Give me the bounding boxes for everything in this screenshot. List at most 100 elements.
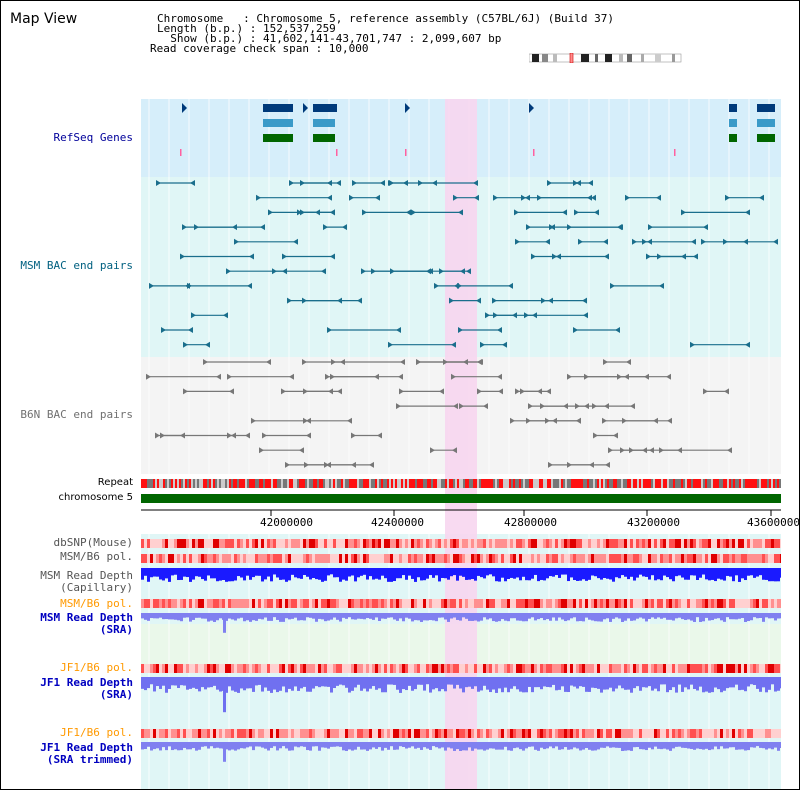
track-label-jf1-b6-pol-2[interactable]: JF1/B6 pol. — [60, 726, 133, 739]
pol-heat-cell — [684, 599, 687, 608]
pol-heat-cell — [732, 729, 735, 738]
chromosome-info: Chromosome : Chromosome 5, reference ass… — [157, 12, 614, 25]
pol-heat-cell — [306, 554, 309, 563]
read-depth-bar — [741, 568, 744, 579]
read-depth-bar — [306, 568, 309, 577]
chromosome-ideogram[interactable] — [529, 53, 683, 63]
track-label-repeat[interactable]: Repeat — [97, 477, 133, 488]
repeat-segment — [685, 479, 687, 488]
axis-tick-label: 43600000 — [747, 516, 800, 529]
pol-heat-cell — [147, 729, 150, 738]
pol-heat-cell — [237, 554, 240, 563]
read-depth-bar — [255, 677, 258, 686]
pol-heat-cell — [654, 599, 657, 608]
read-depth-bar — [663, 677, 666, 685]
read-depth-bar — [336, 677, 339, 686]
bac-end-marker — [458, 209, 463, 216]
repeat-segment — [149, 479, 151, 488]
track-label-msm-bac[interactable]: MSM BAC end pairs — [20, 259, 133, 272]
pol-heat-cell — [270, 554, 273, 563]
pol-heat-cell — [351, 554, 354, 563]
bac-end-marker — [161, 327, 166, 333]
repeat-segment — [489, 479, 491, 488]
pol-heat-cell — [714, 554, 717, 563]
repeat-segment — [721, 479, 723, 488]
pol-heat-cell — [459, 664, 462, 673]
read-depth-bar — [342, 677, 345, 686]
track-label-msm-read-depth-cap[interactable]: MSM Read Depth — [40, 569, 133, 582]
pol-heat-cell — [558, 539, 561, 548]
pol-heat-cell — [213, 554, 216, 563]
read-depth-bar — [672, 742, 675, 749]
pol-heat-cell — [294, 554, 297, 563]
pol-heat-cell — [426, 554, 429, 563]
track-label-msm-read-depth-sra[interactable]: MSM Read Depth — [40, 611, 133, 624]
pol-heat-cell — [459, 539, 462, 548]
read-depth-bar — [516, 742, 519, 748]
track-label-chromosome[interactable]: chromosome 5 — [58, 492, 133, 503]
read-depth-bar — [180, 613, 183, 622]
pol-heat-cell — [570, 554, 573, 563]
read-depth-bar — [537, 677, 540, 688]
tracks-canvas[interactable] — [141, 99, 781, 789]
repeat-segment — [399, 479, 401, 488]
bac-end-marker — [745, 209, 750, 216]
read-depth-bar — [612, 742, 615, 748]
bac-end-marker — [592, 403, 597, 410]
pol-heat-cell — [417, 539, 420, 548]
read-depth-bar — [165, 613, 168, 620]
track-label-msm-b6-pol-2[interactable]: MSM/B6 pol. — [60, 597, 133, 610]
track-label-dbsnp[interactable]: dbSNP(Mouse) — [53, 536, 133, 549]
read-depth-bar — [279, 568, 282, 580]
read-depth-bar — [141, 677, 144, 689]
bac-end-marker — [282, 253, 287, 260]
repeat-segment — [483, 479, 485, 488]
read-depth-bar — [207, 568, 210, 576]
pol-heat-cell — [309, 729, 312, 738]
pol-heat-cell — [213, 729, 216, 738]
pol-heat-cell — [294, 599, 297, 608]
read-depth-bar — [174, 677, 177, 686]
bac-end-marker — [183, 341, 188, 348]
pol-heat-cell — [519, 554, 522, 563]
repeat-segment — [511, 479, 513, 488]
pol-heat-cell — [396, 729, 399, 738]
bac-end-marker — [727, 447, 732, 454]
read-depth-bar — [606, 613, 609, 619]
repeat-segment — [351, 479, 353, 488]
read-depth-bar — [579, 613, 582, 622]
track-label-jf1-b6-pol-1[interactable]: JF1/B6 pol. — [60, 661, 133, 674]
pol-heat-cell — [507, 664, 510, 673]
bac-end-marker — [302, 359, 307, 365]
bac-end-marker — [666, 373, 671, 380]
pol-heat-cell — [492, 554, 495, 563]
pol-heat-cell — [780, 539, 781, 548]
pol-heat-cell — [657, 554, 660, 563]
track-label-msm-b6-pol-1[interactable]: MSM/B6 pol. — [60, 550, 133, 563]
read-depth-bar — [387, 677, 390, 685]
pol-heat-cell — [351, 599, 354, 608]
read-depth-bar — [303, 568, 306, 576]
pol-heat-cell — [753, 539, 756, 548]
track-label-b6n-bac[interactable]: B6N BAC end pairs — [20, 408, 133, 421]
track-label-jf1-read-depth-sra[interactable]: JF1 Read Depth — [40, 676, 133, 689]
track-label-jf1-read-depth-trim[interactable]: JF1 Read Depth — [40, 741, 133, 754]
genome-tracks-area[interactable] — [141, 99, 781, 789]
bac-end-marker — [304, 461, 309, 468]
bac-end-marker — [155, 432, 160, 439]
bac-end-marker — [603, 238, 608, 245]
bac-end-marker — [613, 432, 618, 439]
bac-end-marker — [299, 447, 304, 454]
read-depth-bar — [648, 742, 651, 748]
track-label-refseq[interactable]: RefSeq Genes — [53, 131, 133, 144]
pol-heat-cell — [273, 554, 276, 563]
read-depth-bar — [588, 742, 591, 750]
repeat-segment — [459, 479, 461, 488]
read-depth-bar — [207, 742, 210, 749]
read-depth-bar — [714, 568, 717, 582]
bac-end-marker — [642, 238, 647, 245]
pol-heat-cell — [204, 664, 207, 673]
repeat-segment — [385, 479, 387, 488]
bac-end-marker — [508, 282, 513, 289]
pol-heat-cell — [234, 729, 237, 738]
